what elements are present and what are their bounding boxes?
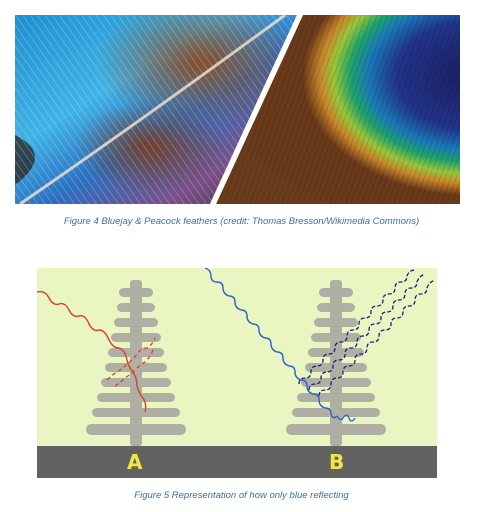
feather-structure-a <box>86 280 186 446</box>
blue-reflected-ray-3 <box>318 279 436 397</box>
figure-4-caption: Figure 4 Bluejay & Peacock feathers (cre… <box>63 216 420 227</box>
reflection-diagram: A B <box>37 268 437 478</box>
blue-reflected-ray-2 <box>308 273 426 391</box>
feather-photo <box>15 15 460 204</box>
figure-5-caption: Figure 5 Representation of how only blue… <box>134 490 349 501</box>
red-light-ray <box>37 290 147 413</box>
feather-structure-b <box>286 280 386 446</box>
panel-label-b: B <box>329 450 344 474</box>
diagram-ground <box>37 446 437 478</box>
red-reflected-ray-2 <box>114 349 154 387</box>
red-reflected-ray-1 <box>106 337 156 381</box>
photo-divider <box>210 15 303 204</box>
blue-light-ray-tail <box>336 414 356 422</box>
panel-label-a: A <box>127 450 143 474</box>
reflection-diagram-svg: A B <box>37 268 437 478</box>
blue-reflected-ray-1 <box>298 269 416 385</box>
feather-photo-art <box>15 15 460 204</box>
blue-light-ray <box>204 268 338 419</box>
diagram-background <box>37 268 437 478</box>
